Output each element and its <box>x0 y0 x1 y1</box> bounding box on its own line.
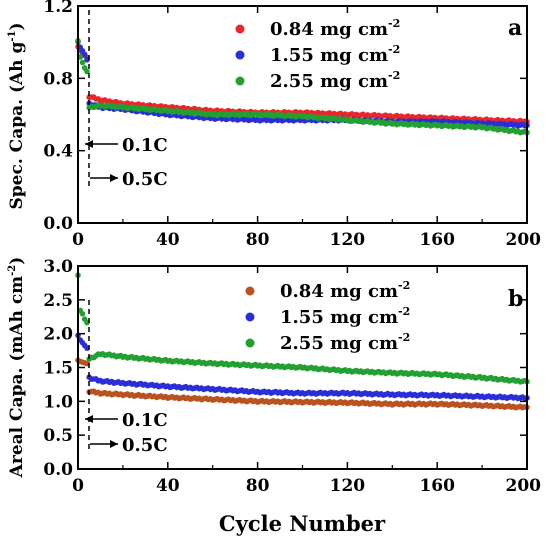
panel-a: 0.0 0.4 0.8 1.2 0 40 80 120 160 200 a Spec. Capa.… <box>7 0 541 250</box>
x-tick-label: 40 <box>156 230 180 250</box>
legend-label: 1.55 mg cm-2 <box>270 43 400 66</box>
legend-label: 2.55 mg cm-2 <box>270 69 400 92</box>
plot-a-ylabel: Spec. Capa. (Ah g-1) <box>7 22 27 209</box>
legend-label: 1.55 mg cm-2 <box>280 305 410 328</box>
data-point <box>79 59 86 66</box>
y-tick-label: 0.4 <box>43 142 73 162</box>
legend-label: 0.84 mg cm-2 <box>280 279 410 302</box>
plot-b-points <box>75 272 530 411</box>
legend-marker <box>245 338 255 348</box>
legend-entry: 1.55 mg cm-2 <box>245 305 410 328</box>
plot-a-points <box>75 38 530 136</box>
y-tick-label: 0.0 <box>43 460 73 480</box>
plot-b-annotation-01c: 0.1C <box>85 410 168 431</box>
x-tick-label: 200 <box>506 230 542 250</box>
annotation-label: 0.5C <box>122 169 168 190</box>
x-tick-label: 160 <box>419 230 455 250</box>
y-tick-label: 0.5 <box>43 426 73 446</box>
annotation-label: 0.5C <box>122 435 168 456</box>
legend-marker <box>235 76 245 86</box>
legend-label: 2.55 mg cm-2 <box>280 331 410 354</box>
series-1 <box>75 357 530 411</box>
y-tick-label: 2.0 <box>43 325 73 345</box>
plot-a-ticks: 0.0 0.4 0.8 1.2 0 40 80 120 160 200 <box>43 0 541 250</box>
plot-a-annotation-01c: 0.1C <box>85 135 168 156</box>
legend-marker <box>245 286 255 296</box>
plot-a-legend: 0.84 mg cm-2 1.55 mg cm-2 2.55 mg cm-2 <box>235 17 400 92</box>
legend-marker <box>235 50 245 60</box>
panel-a-label: a <box>508 15 522 41</box>
y-tick-label: 0.8 <box>43 69 73 89</box>
y-tick-label: 1.2 <box>43 0 73 17</box>
legend-entry: 2.55 mg cm-2 <box>245 331 410 354</box>
y-tick-label: 0.0 <box>43 214 73 234</box>
legend-marker <box>235 24 245 34</box>
series-3 <box>75 272 530 385</box>
legend-entry: 1.55 mg cm-2 <box>235 43 400 66</box>
y-tick-label: 1.5 <box>43 359 73 379</box>
plot-b-legend: 0.84 mg cm-2 1.55 mg cm-2 2.55 mg cm-2 <box>245 279 410 354</box>
y-tick-label: 2.5 <box>43 291 73 311</box>
plot-b-annotation-05c: 0.5C <box>90 435 168 456</box>
plot-a-annotation-05c: 0.5C <box>90 169 168 190</box>
legend-label: 0.84 mg cm-2 <box>270 17 400 40</box>
legend-entry: 2.55 mg cm-2 <box>235 69 400 92</box>
x-tick-label: 80 <box>246 230 270 250</box>
data-point <box>81 51 88 58</box>
x-tick-label: 160 <box>419 476 455 496</box>
x-tick-label: 0 <box>72 230 84 250</box>
legend-marker <box>245 312 255 322</box>
x-tick-label: 120 <box>330 230 366 250</box>
y-tick-label: 3.0 <box>43 257 73 277</box>
plot-b-ticks: 0.0 0.5 1.0 1.5 2.0 2.5 3.0 0 40 80 120 160 200 <box>43 257 541 496</box>
legend-entry: 0.84 mg cm-2 <box>245 279 410 302</box>
x-tick-label: 200 <box>506 476 542 496</box>
legend-entry: 0.84 mg cm-2 <box>235 17 400 40</box>
panel-b: 0.0 0.5 1.0 1.5 2.0 2.5 3.0 0 40 80 120 160 200 b Ar… <box>7 257 541 536</box>
x-tick-label: 120 <box>330 476 366 496</box>
x-tick-label: 40 <box>156 476 180 496</box>
data-point <box>84 68 90 75</box>
series-2 <box>75 332 530 402</box>
x-tick-label: 0 <box>72 476 84 496</box>
annotation-label: 0.1C <box>122 135 168 156</box>
data-point <box>79 311 86 317</box>
annotation-label: 0.1C <box>122 410 168 431</box>
x-tick-label: 80 <box>246 476 270 496</box>
panel-b-label: b <box>508 286 523 312</box>
series-3 <box>75 38 530 136</box>
plot-b-ylabel: Areal Capa. (mAh cm-2) <box>7 257 27 479</box>
plot-b-xlabel: Cycle Number <box>219 511 386 536</box>
y-tick-label: 1.0 <box>43 392 73 412</box>
